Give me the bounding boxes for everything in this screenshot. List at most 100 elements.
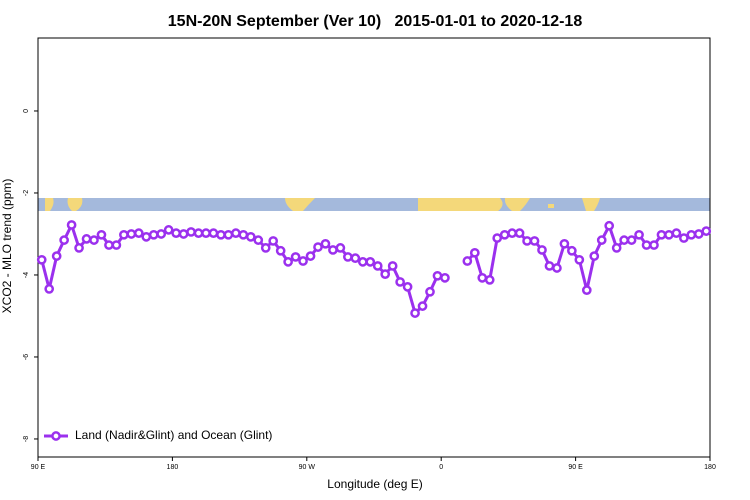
data-point: [96, 229, 107, 240]
data-point: [671, 228, 682, 239]
data-point: [693, 229, 704, 239]
chart-title: 15N-20N September (Ver 10) 2015-01-01 to…: [168, 13, 583, 30]
data-point: [462, 256, 473, 266]
plot-frame: [37, 37, 711, 458]
data-point: [163, 225, 174, 235]
data-point: [417, 301, 428, 311]
data-point: [245, 231, 256, 242]
data-point: [552, 263, 562, 273]
data-point: [66, 220, 77, 230]
data-point: [701, 226, 712, 236]
data-point: [649, 240, 659, 250]
x-tick-label: 180: [704, 464, 716, 471]
data-point: [186, 227, 196, 237]
data-point: [193, 228, 204, 239]
data-point: [178, 229, 189, 239]
data-point: [305, 251, 316, 261]
data-point: [81, 234, 92, 244]
data-point: [343, 252, 353, 262]
data-point: [283, 256, 293, 267]
data-point: [567, 245, 577, 256]
data-point: [119, 229, 129, 240]
data-point: [320, 238, 331, 249]
data-point: [156, 229, 167, 239]
data-point: [499, 229, 510, 240]
data-point: [74, 243, 84, 253]
data-point: [104, 240, 114, 250]
data-point: [148, 229, 159, 240]
data-point: [619, 235, 629, 245]
x-tick-label: 0: [439, 464, 443, 471]
data-point: [522, 236, 532, 246]
legend-marker: [51, 431, 61, 441]
data-point: [604, 220, 615, 231]
data-point: [634, 229, 644, 240]
x-tick-label: 90 E: [568, 464, 583, 471]
data-point: [432, 270, 443, 281]
data-point: [425, 286, 435, 297]
data-point: [298, 256, 308, 266]
data-point: [380, 269, 391, 279]
data-point: [216, 229, 226, 240]
data-point: [537, 245, 547, 255]
data-point: [141, 231, 152, 242]
legend-label: Land (Nadir&Glint) and Ocean (Glint): [75, 428, 272, 442]
data-point: [357, 256, 368, 267]
data-point: [679, 233, 689, 243]
data-point: [231, 228, 241, 239]
data-point: [589, 251, 600, 261]
data-point: [611, 243, 622, 253]
data-point: [328, 245, 338, 255]
data-point: [402, 282, 413, 292]
y-axis-label: XCO2 - MLO trend (ppm): [0, 179, 14, 314]
data-point: [477, 272, 488, 283]
data-point: [171, 228, 181, 239]
data-point: [686, 229, 697, 240]
data-point: [581, 285, 592, 295]
data-point: [664, 229, 674, 240]
data-point: [514, 228, 525, 239]
data-point: [365, 256, 376, 267]
data-point: [395, 277, 405, 287]
y-tick-label: -8: [23, 436, 30, 442]
data-point: [507, 228, 517, 239]
data-point: [484, 275, 495, 285]
data-point: [201, 228, 211, 239]
data-point: [126, 229, 137, 239]
data-point: [51, 251, 62, 261]
y-tick-label: 0: [23, 109, 30, 113]
data-point: [641, 240, 652, 250]
data-point: [656, 229, 667, 240]
map-strip: [38, 198, 710, 211]
data-point: [544, 261, 555, 271]
x-tick-label: 90 W: [299, 464, 316, 471]
data-point: [440, 272, 450, 283]
data-point: [208, 228, 219, 239]
data-point: [469, 247, 480, 258]
data-point: [335, 243, 346, 253]
x-axis-label: Longitude (deg E): [327, 477, 422, 491]
data-point: [268, 236, 279, 246]
data-point: [313, 242, 323, 252]
data-point: [492, 233, 503, 243]
data-point: [111, 240, 122, 250]
data-point: [387, 261, 398, 271]
data-point: [350, 253, 361, 264]
data-point: [626, 235, 637, 245]
x-tick-label: 90 E: [31, 464, 46, 471]
x-tick-label: 180: [167, 464, 179, 471]
data-point: [36, 254, 47, 265]
data-point: [574, 254, 585, 265]
data-point: [238, 229, 249, 240]
data-point: [89, 235, 99, 245]
y-tick-label: -4: [23, 272, 30, 278]
data-point: [253, 235, 264, 245]
y-tick-label: -2: [23, 190, 30, 196]
data-point: [290, 252, 301, 262]
data-point: [223, 229, 234, 240]
data-point: [44, 284, 55, 294]
y-tick-label: -6: [23, 354, 30, 360]
data-point: [410, 308, 420, 318]
